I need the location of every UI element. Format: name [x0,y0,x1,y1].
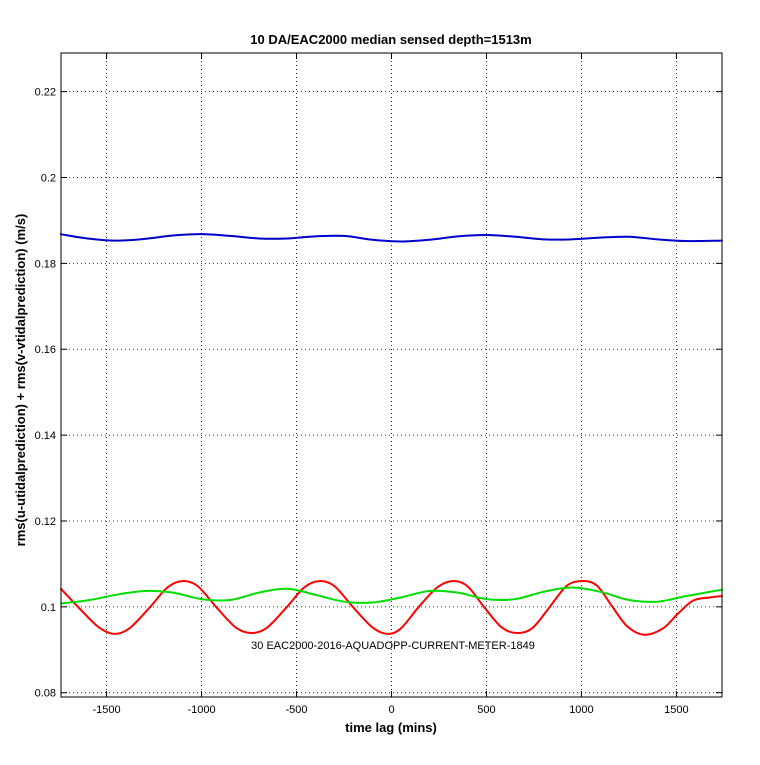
x-tick-label: -1500 [93,704,121,716]
x-tick-label: 500 [477,704,495,716]
x-tick-label: 0 [388,704,394,716]
y-tick-label: 0.08 [35,688,56,700]
y-tick-label: 0.18 [35,258,56,270]
y-axis-title: rms(u-utidalprediction) + rms(v-vtidalpr… [13,214,28,547]
annotation-label: 30 EAC2000-2016-AQUADOPP-CURRENT-METER-1… [251,640,535,652]
series-line-3 [60,586,723,605]
y-tick-label: 0.22 [35,87,56,99]
series-layer [60,233,723,636]
y-tick-label: 0.2 [41,173,56,185]
tick-layer: -1500 -1000 -500 0 500 1000 1500 0.08 0.1 0.12 0.1… [35,53,722,716]
series-line-1 [60,233,723,243]
x-tick-label: 1500 [664,704,688,716]
x-tick-label: -500 [286,704,308,716]
y-tick-label: 0.14 [35,430,56,442]
series-line-2 [60,580,723,636]
y-tick-label: 0.1 [41,602,56,614]
chart-title: 10 DA/EAC2000 median sensed depth=1513m [250,32,531,47]
x-tick-label: -1000 [187,704,215,716]
x-axis-title: time lag (mins) [345,720,437,735]
y-tick-label: 0.12 [35,516,56,528]
x-tick-label: 1000 [569,704,593,716]
y-tick-label: 0.16 [35,344,56,356]
